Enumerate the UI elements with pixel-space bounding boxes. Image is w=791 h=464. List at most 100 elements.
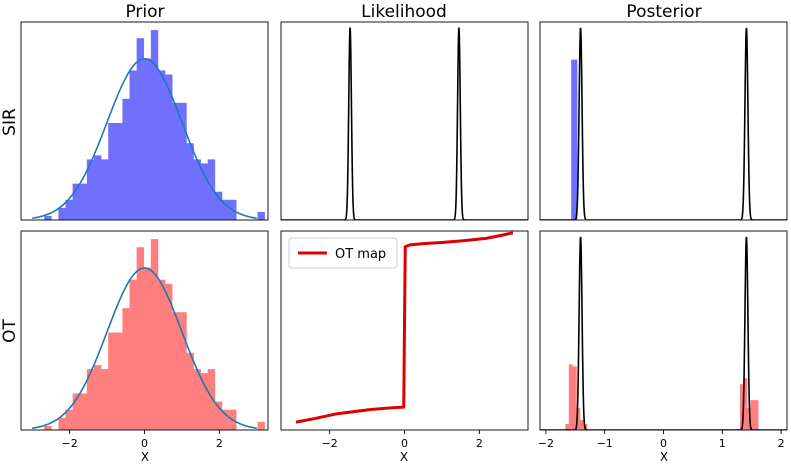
axes-frame bbox=[539, 21, 788, 221]
histogram-bar bbox=[115, 123, 123, 220]
histogram-bar bbox=[568, 364, 573, 430]
histogram-bar bbox=[65, 409, 73, 430]
histogram-bar bbox=[129, 70, 137, 220]
histogram-bar bbox=[72, 183, 81, 220]
histogram-bar bbox=[165, 74, 173, 220]
histogram-bar bbox=[186, 352, 194, 430]
column-title-likelihood: Likelihood bbox=[361, 2, 447, 22]
legend-box bbox=[288, 237, 398, 269]
x-tick-label: −2 bbox=[62, 437, 78, 450]
plot-area bbox=[295, 231, 514, 424]
column-title-prior: Prior bbox=[125, 2, 164, 22]
histogram-bar bbox=[72, 393, 81, 430]
histogram-bar bbox=[750, 400, 755, 430]
histogram-bar bbox=[86, 369, 95, 430]
histogram-bar bbox=[565, 424, 570, 430]
axes-frame bbox=[20, 21, 269, 221]
histogram-bar bbox=[44, 215, 52, 220]
plot-area bbox=[540, 27, 787, 220]
likelihood-curve bbox=[540, 236, 787, 430]
histogram-bar bbox=[747, 408, 751, 430]
histogram-bar bbox=[79, 393, 88, 430]
plot-area bbox=[281, 27, 528, 220]
histogram-bar bbox=[108, 123, 116, 220]
x-tick-label: 2 bbox=[216, 437, 223, 450]
histogram-bar bbox=[165, 283, 173, 430]
histogram-bar bbox=[179, 312, 187, 430]
histogram-bar bbox=[150, 239, 159, 430]
histogram-bar bbox=[157, 279, 166, 430]
plot-area bbox=[540, 236, 787, 430]
x-tick-label: 2 bbox=[778, 437, 785, 450]
histogram-bar bbox=[143, 58, 152, 220]
histogram-bar bbox=[65, 199, 73, 220]
histogram-bar bbox=[200, 373, 209, 430]
histogram-bar bbox=[101, 159, 109, 220]
row-label-sir: SIR bbox=[0, 108, 20, 136]
prior-density-curve bbox=[32, 267, 257, 429]
x-tick-label: 0 bbox=[660, 437, 667, 450]
histogram-bar bbox=[136, 38, 145, 220]
histogram-bar bbox=[44, 425, 52, 430]
histogram-bar bbox=[122, 98, 130, 220]
histogram-bar bbox=[122, 308, 130, 430]
histogram-bar bbox=[172, 312, 180, 430]
panel-ot-posterior: −2 −1 0 1 2 bbox=[538, 230, 788, 450]
histogram-bar bbox=[214, 191, 223, 220]
histogram-bar bbox=[739, 384, 744, 430]
row-label-ot: OT bbox=[0, 319, 20, 343]
likelihood-curve bbox=[281, 27, 528, 220]
panel-ot-likelihood: −2 0 2 OT map bbox=[280, 230, 529, 450]
histogram-bar bbox=[221, 199, 230, 220]
histogram-bar bbox=[571, 59, 578, 220]
panel-sir-likelihood bbox=[280, 21, 529, 221]
x-axis-label-posterior: X bbox=[660, 450, 668, 464]
histogram-bar bbox=[179, 102, 187, 220]
panel-ot-prior: −2 0 2 bbox=[20, 230, 269, 450]
histogram-bar bbox=[136, 247, 145, 430]
histogram-bar bbox=[143, 267, 152, 430]
x-tick-label: 0 bbox=[401, 437, 408, 450]
x-tick-label: −1 bbox=[597, 437, 613, 450]
x-tick-label: 1 bbox=[719, 437, 726, 450]
panel-sir-posterior bbox=[539, 21, 788, 221]
x-axis-label-likelihood: X bbox=[400, 450, 408, 464]
histogram-bar bbox=[257, 211, 265, 220]
histogram-bar bbox=[86, 159, 95, 220]
plot-area bbox=[32, 239, 265, 430]
x-axis-label-prior: X bbox=[141, 450, 149, 464]
histogram-bar bbox=[115, 332, 123, 430]
histogram-bar bbox=[129, 279, 137, 430]
histogram-bar bbox=[150, 30, 159, 220]
x-tick-label: 0 bbox=[141, 437, 148, 450]
histogram-bar bbox=[200, 163, 209, 220]
plot-area bbox=[32, 30, 265, 220]
histogram-bar bbox=[108, 332, 116, 430]
x-tick-label: −2 bbox=[322, 437, 338, 450]
prior-density-curve bbox=[32, 57, 257, 220]
histogram-bar bbox=[207, 159, 216, 220]
histogram-bar bbox=[257, 421, 265, 430]
histogram-bar bbox=[743, 378, 748, 430]
histogram-bar bbox=[101, 369, 109, 430]
histogram-bar bbox=[186, 143, 194, 220]
panel-sir-prior bbox=[20, 21, 269, 221]
histogram-bar bbox=[172, 102, 180, 220]
histogram-bar bbox=[93, 155, 102, 220]
histogram-bar bbox=[214, 401, 223, 430]
legend-label: OT map bbox=[335, 247, 386, 262]
column-title-posterior: Posterior bbox=[626, 2, 701, 22]
axes-frame bbox=[280, 21, 529, 221]
histogram-bar bbox=[93, 365, 102, 430]
histogram-bar bbox=[576, 408, 581, 430]
ot-map-line bbox=[295, 231, 514, 424]
histogram-bar bbox=[572, 366, 577, 430]
histogram-bar bbox=[754, 400, 759, 430]
histogram-bar bbox=[58, 207, 66, 220]
histogram-bar bbox=[207, 369, 216, 430]
histogram-bar bbox=[157, 70, 166, 220]
likelihood-curve bbox=[540, 27, 787, 220]
histogram-bar bbox=[579, 420, 584, 430]
histogram-bar bbox=[193, 369, 201, 430]
